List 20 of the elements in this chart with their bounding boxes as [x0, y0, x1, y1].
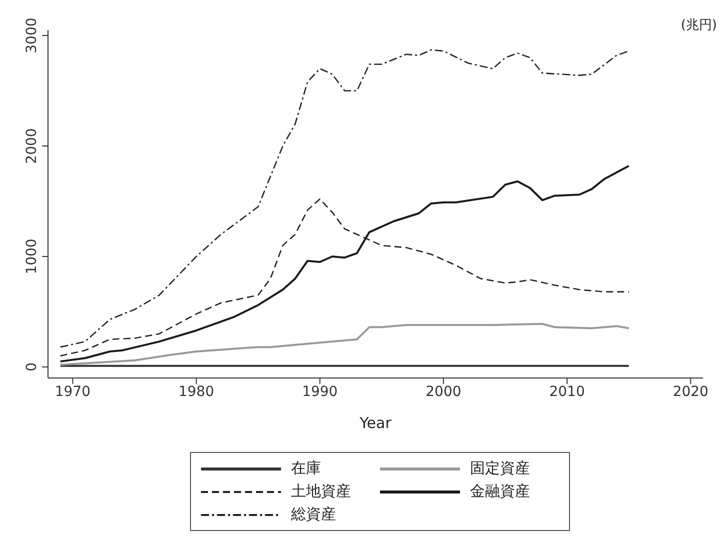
x-tick-label: 2020	[672, 384, 708, 400]
y-tick-label: 3000	[24, 18, 40, 54]
legend-label: 在庫	[291, 459, 321, 478]
x-tick-label: 1980	[178, 384, 214, 400]
x-tick-label: 1970	[54, 384, 91, 400]
y-tick-label: 1000	[24, 238, 40, 274]
legend-label: 金融資産	[470, 482, 530, 501]
x-axis-title: Year	[358, 414, 392, 432]
line-series	[59, 322, 630, 366]
x-tick-label: 1990	[302, 384, 338, 400]
y-tick-label: 0	[24, 362, 40, 372]
y-tick-label: 2000	[24, 128, 40, 164]
annotation: (兆円)	[680, 17, 717, 34]
legend-label: 固定資産	[470, 459, 530, 478]
legend-label: 総資産	[291, 505, 336, 524]
x-tick-label: 2010	[549, 384, 585, 400]
legend-label: 土地資産	[291, 482, 351, 501]
x-tick-label: 2000	[426, 384, 462, 400]
line-series	[59, 164, 630, 362]
line-series	[60, 49, 630, 348]
